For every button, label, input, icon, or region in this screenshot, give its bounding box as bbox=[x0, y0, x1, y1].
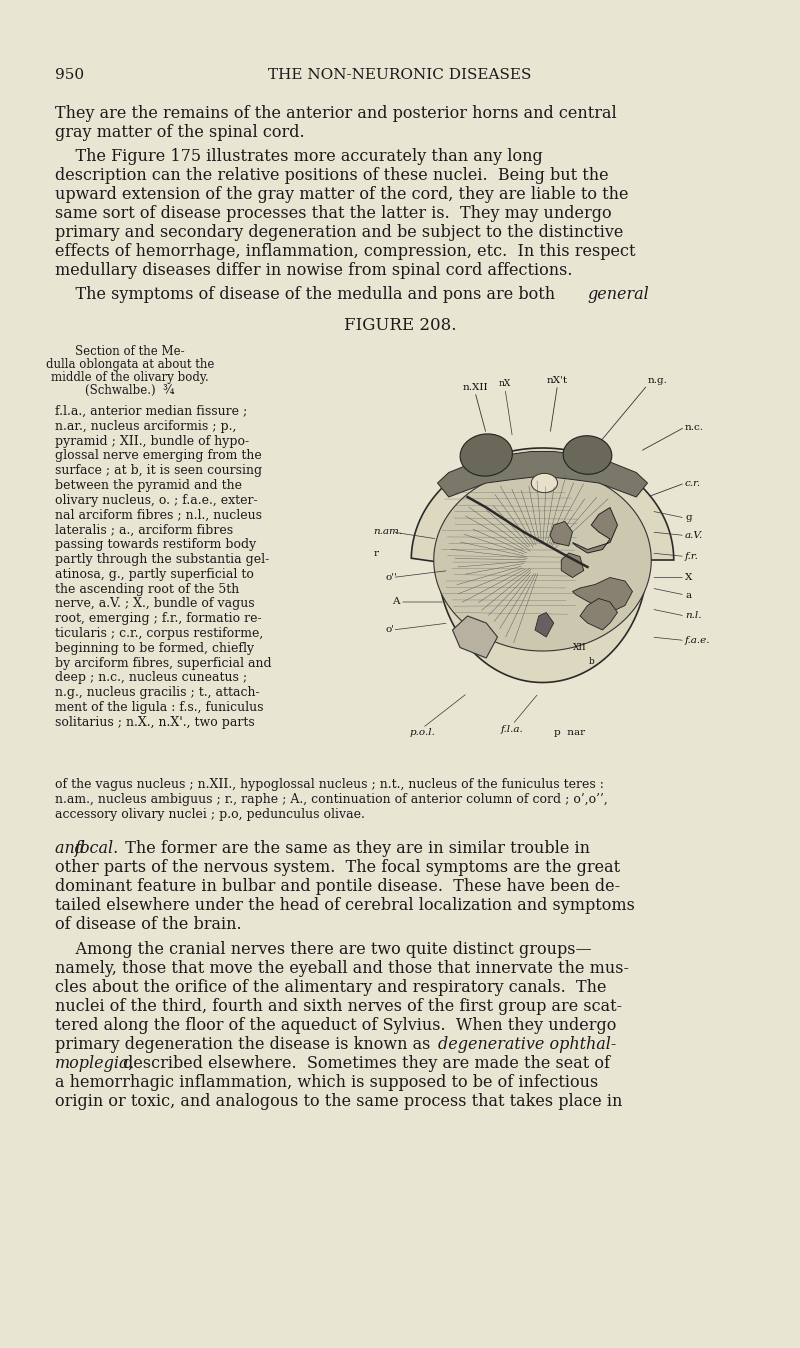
Text: (Schwalbe.)  ¾: (Schwalbe.) ¾ bbox=[86, 384, 174, 398]
Text: other parts of the nervous system.  The focal symptoms are the great: other parts of the nervous system. The f… bbox=[55, 860, 620, 876]
Text: of the vagus nucleus ; n.XII., hypoglossal nucleus ; n.t., nucleus of the funicu: of the vagus nucleus ; n.XII., hypogloss… bbox=[55, 778, 604, 791]
Text: b: b bbox=[588, 656, 594, 666]
Text: ticularis ; c.r., corpus restiforme,: ticularis ; c.r., corpus restiforme, bbox=[55, 627, 263, 640]
Text: accessory olivary nuclei ; p.o, pedunculus olivae.: accessory olivary nuclei ; p.o, peduncul… bbox=[55, 807, 365, 821]
Text: p  nar: p nar bbox=[554, 728, 585, 737]
Polygon shape bbox=[573, 577, 633, 612]
Text: by arciform fibres, superficial and: by arciform fibres, superficial and bbox=[55, 656, 272, 670]
Text: described elsewhere.  Sometimes they are made the seat of: described elsewhere. Sometimes they are … bbox=[118, 1055, 610, 1073]
Text: tailed elsewhere under the head of cerebral localization and symptoms: tailed elsewhere under the head of cereb… bbox=[55, 898, 635, 914]
Text: cles about the orifice of the alimentary and respiratory canals.  The: cles about the orifice of the alimentary… bbox=[55, 980, 606, 996]
Text: p.o.l.: p.o.l. bbox=[410, 728, 435, 737]
Text: n.g., nucleus gracilis ; t., attach-: n.g., nucleus gracilis ; t., attach- bbox=[55, 686, 260, 700]
Text: nX't: nX't bbox=[547, 376, 568, 386]
Text: o'': o'' bbox=[385, 573, 397, 582]
Text: gray matter of the spinal cord.: gray matter of the spinal cord. bbox=[55, 124, 305, 142]
Text: medullary diseases differ in nowise from spinal cord affections.: medullary diseases differ in nowise from… bbox=[55, 262, 573, 279]
Text: focal.: focal. bbox=[75, 840, 119, 857]
Text: a.V.: a.V. bbox=[685, 531, 703, 541]
Text: and: and bbox=[55, 840, 90, 857]
Text: g: g bbox=[685, 514, 692, 523]
Text: of disease of the brain.: of disease of the brain. bbox=[55, 917, 242, 933]
Text: description can the relative positions of these nuclei.  Being but the: description can the relative positions o… bbox=[55, 167, 609, 183]
Text: degenerative ophthal-: degenerative ophthal- bbox=[438, 1037, 616, 1053]
Text: 950: 950 bbox=[55, 67, 84, 82]
Text: between the pyramid and the: between the pyramid and the bbox=[55, 479, 242, 492]
Text: primary degeneration the disease is known as: primary degeneration the disease is know… bbox=[55, 1037, 435, 1053]
Text: The symptoms of disease of the medulla and pons are both: The symptoms of disease of the medulla a… bbox=[55, 286, 560, 303]
Text: beginning to be formed, chiefly: beginning to be formed, chiefly bbox=[55, 642, 254, 655]
Text: n.am., nucleus ambiguus ; r., raphe ; A., continuation of anterior column of cor: n.am., nucleus ambiguus ; r., raphe ; A.… bbox=[55, 793, 608, 806]
Text: f.l.a., anterior median fissure ;: f.l.a., anterior median fissure ; bbox=[55, 404, 247, 418]
Text: primary and secondary degeneration and be subject to the distinctive: primary and secondary degeneration and b… bbox=[55, 224, 623, 241]
Text: c.r.: c.r. bbox=[685, 479, 701, 488]
Text: lateralis ; a., arciform fibres: lateralis ; a., arciform fibres bbox=[55, 523, 233, 537]
Text: olivary nucleus, o. ; f.a.e., exter-: olivary nucleus, o. ; f.a.e., exter- bbox=[55, 493, 258, 507]
Text: partly through the substantia gel-: partly through the substantia gel- bbox=[55, 553, 270, 566]
Text: middle of the olivary body.: middle of the olivary body. bbox=[51, 371, 209, 384]
Polygon shape bbox=[453, 616, 498, 658]
Text: XII: XII bbox=[573, 643, 587, 652]
Text: root, emerging ; f.r., formatio re-: root, emerging ; f.r., formatio re- bbox=[55, 612, 262, 625]
Text: ment of the ligula : f.s., funiculus: ment of the ligula : f.s., funiculus bbox=[55, 701, 263, 714]
Polygon shape bbox=[411, 448, 674, 682]
Polygon shape bbox=[434, 469, 651, 651]
Text: The former are the same as they are in similar trouble in: The former are the same as they are in s… bbox=[115, 840, 590, 857]
Polygon shape bbox=[550, 522, 573, 546]
Text: solitarius ; n.X., n.X'., two parts: solitarius ; n.X., n.X'., two parts bbox=[55, 716, 254, 729]
Text: effects of hemorrhage, inflammation, compression, etc.  In this respect: effects of hemorrhage, inflammation, com… bbox=[55, 243, 635, 260]
Polygon shape bbox=[535, 612, 554, 638]
Text: n.ar., nucleus arciformis ; p.,: n.ar., nucleus arciformis ; p., bbox=[55, 419, 236, 433]
Text: origin or toxic, and analogous to the same process that takes place in: origin or toxic, and analogous to the sa… bbox=[55, 1093, 622, 1111]
Text: pyramid ; XII., bundle of hypo-: pyramid ; XII., bundle of hypo- bbox=[55, 434, 249, 448]
Text: the ascending root of the 5th: the ascending root of the 5th bbox=[55, 582, 239, 596]
Text: n.am.: n.am. bbox=[374, 527, 403, 537]
Text: nX: nX bbox=[499, 380, 511, 388]
Text: passing towards restiform body: passing towards restiform body bbox=[55, 538, 256, 551]
Polygon shape bbox=[438, 452, 647, 497]
Text: n.l.: n.l. bbox=[685, 612, 702, 620]
Ellipse shape bbox=[563, 435, 612, 474]
Text: f.l.a.: f.l.a. bbox=[501, 724, 524, 733]
Text: f.r.: f.r. bbox=[685, 551, 699, 561]
Text: THE NON-NEURONIC DISEASES: THE NON-NEURONIC DISEASES bbox=[268, 67, 532, 82]
Text: deep ; n.c., nucleus cuneatus ;: deep ; n.c., nucleus cuneatus ; bbox=[55, 671, 247, 685]
Text: nerve, a.V. ; X., bundle of vagus: nerve, a.V. ; X., bundle of vagus bbox=[55, 597, 254, 611]
Text: r: r bbox=[374, 549, 378, 558]
Text: same sort of disease processes that the latter is.  They may undergo: same sort of disease processes that the … bbox=[55, 205, 612, 222]
Text: dulla oblongata at about the: dulla oblongata at about the bbox=[46, 359, 214, 371]
Text: The Figure 175 illustrates more accurately than any long: The Figure 175 illustrates more accurate… bbox=[55, 148, 542, 164]
Text: general: general bbox=[587, 286, 649, 303]
Text: tered along the floor of the aqueduct of Sylvius.  When they undergo: tered along the floor of the aqueduct of… bbox=[55, 1018, 616, 1034]
Text: Among the cranial nerves there are two quite distinct groups—: Among the cranial nerves there are two q… bbox=[55, 941, 592, 958]
Text: f.a.e.: f.a.e. bbox=[685, 636, 710, 644]
Polygon shape bbox=[580, 599, 618, 630]
Text: upward extension of the gray matter of the cord, they are liable to the: upward extension of the gray matter of t… bbox=[55, 186, 629, 204]
Text: nal arciform fibres ; n.l., nucleus: nal arciform fibres ; n.l., nucleus bbox=[55, 508, 262, 522]
Text: n.XII: n.XII bbox=[462, 383, 488, 392]
Text: glossal nerve emerging from the: glossal nerve emerging from the bbox=[55, 449, 262, 462]
Text: a hemorrhagic inflammation, which is supposed to be of infectious: a hemorrhagic inflammation, which is sup… bbox=[55, 1074, 598, 1092]
Text: nuclei of the third, fourth and sixth nerves of the first group are scat-: nuclei of the third, fourth and sixth ne… bbox=[55, 999, 622, 1015]
Text: surface ; at b, it is seen coursing: surface ; at b, it is seen coursing bbox=[55, 464, 262, 477]
Text: n.g.: n.g. bbox=[647, 376, 667, 386]
Ellipse shape bbox=[460, 434, 512, 476]
Polygon shape bbox=[573, 507, 618, 553]
Text: atinosa, g., partly superficial to: atinosa, g., partly superficial to bbox=[55, 568, 254, 581]
Text: FIGURE 208.: FIGURE 208. bbox=[344, 317, 456, 334]
Text: Section of the Me-: Section of the Me- bbox=[75, 345, 185, 359]
Text: moplegia,: moplegia, bbox=[55, 1055, 134, 1073]
Text: They are the remains of the anterior and posterior horns and central: They are the remains of the anterior and… bbox=[55, 105, 617, 123]
Ellipse shape bbox=[531, 473, 558, 492]
Text: namely, those that move the eyeball and those that innervate the mus-: namely, those that move the eyeball and … bbox=[55, 960, 629, 977]
Text: dominant feature in bulbar and pontile disease.  These have been de-: dominant feature in bulbar and pontile d… bbox=[55, 879, 620, 895]
Text: o': o' bbox=[385, 625, 394, 635]
Text: X: X bbox=[685, 573, 692, 582]
Polygon shape bbox=[562, 553, 584, 577]
Text: a: a bbox=[685, 590, 691, 600]
Text: A: A bbox=[393, 597, 400, 607]
Text: n.c.: n.c. bbox=[685, 422, 704, 431]
